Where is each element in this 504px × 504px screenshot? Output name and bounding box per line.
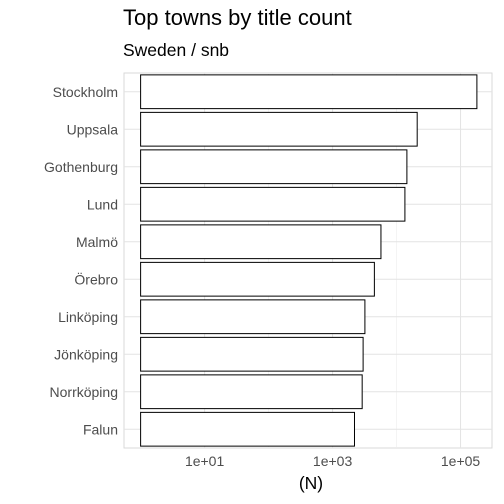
y-category-label: Stockholm (53, 84, 118, 100)
y-category-label: Norrköping (50, 384, 118, 400)
x-tick-label: 1e+01 (185, 453, 225, 469)
x-tick-label: 1e+03 (313, 453, 353, 469)
bars (140, 74, 478, 447)
bar (140, 374, 363, 410)
y-category-label: Linköping (58, 309, 118, 325)
bar (140, 186, 406, 222)
bar (140, 224, 382, 260)
bar (140, 74, 478, 110)
bar (140, 149, 408, 185)
chart-title: Top towns by title count (123, 5, 352, 30)
y-category-label: Uppsala (67, 121, 119, 137)
y-category-label: Malmö (76, 234, 118, 250)
y-category-label: Jönköping (54, 346, 118, 362)
bar (140, 111, 418, 147)
y-category-label: Lund (87, 196, 118, 212)
bar (140, 336, 364, 372)
y-category-label: Falun (83, 421, 118, 437)
y-axis-labels: Stockholm Uppsala Gothenburg Lund Malmö Örebr… (44, 84, 118, 438)
y-category-label: Gothenburg (44, 159, 118, 175)
y-category-label: Örebro (74, 270, 118, 287)
x-axis-title: (N) (299, 473, 323, 493)
x-axis-labels: 1e+01 1e+03 1e+05 (185, 453, 480, 469)
bar (140, 411, 355, 447)
chart-subtitle: Sweden / snb (123, 40, 230, 60)
bar (140, 261, 375, 297)
x-tick-label: 1e+05 (441, 453, 481, 469)
bar (140, 299, 366, 335)
